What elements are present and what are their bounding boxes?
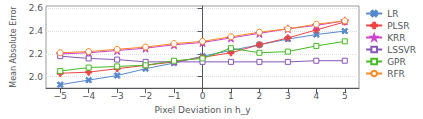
svg-text:−1: −1 xyxy=(167,91,180,101)
svg-text:3: 3 xyxy=(285,91,291,101)
svg-text:2.4: 2.4 xyxy=(29,26,44,36)
svg-text:−4: −4 xyxy=(82,91,96,101)
svg-text:4: 4 xyxy=(313,91,319,101)
svg-text:RFR: RFR xyxy=(387,69,405,79)
svg-text:KRR: KRR xyxy=(387,33,405,43)
svg-text:2.0: 2.0 xyxy=(29,72,44,82)
svg-text:2: 2 xyxy=(257,91,263,101)
svg-text:5: 5 xyxy=(342,91,348,101)
svg-text:1: 1 xyxy=(228,91,234,101)
svg-text:−5: −5 xyxy=(54,91,67,101)
svg-text:Pixel Deviation in h_y: Pixel Deviation in h_y xyxy=(154,105,251,115)
svg-text:−3: −3 xyxy=(110,91,123,101)
svg-text:PLSR: PLSR xyxy=(387,21,409,31)
svg-text:Mean Absolute Error: Mean Absolute Error xyxy=(9,6,18,88)
svg-text:0: 0 xyxy=(200,91,206,101)
svg-text:LSSVR: LSSVR xyxy=(387,45,416,55)
svg-text:GPR: GPR xyxy=(387,57,406,67)
svg-text:LR: LR xyxy=(387,9,398,19)
svg-text:2.2: 2.2 xyxy=(29,49,43,59)
svg-text:2.6: 2.6 xyxy=(29,3,44,13)
svg-text:−2: −2 xyxy=(139,91,152,101)
